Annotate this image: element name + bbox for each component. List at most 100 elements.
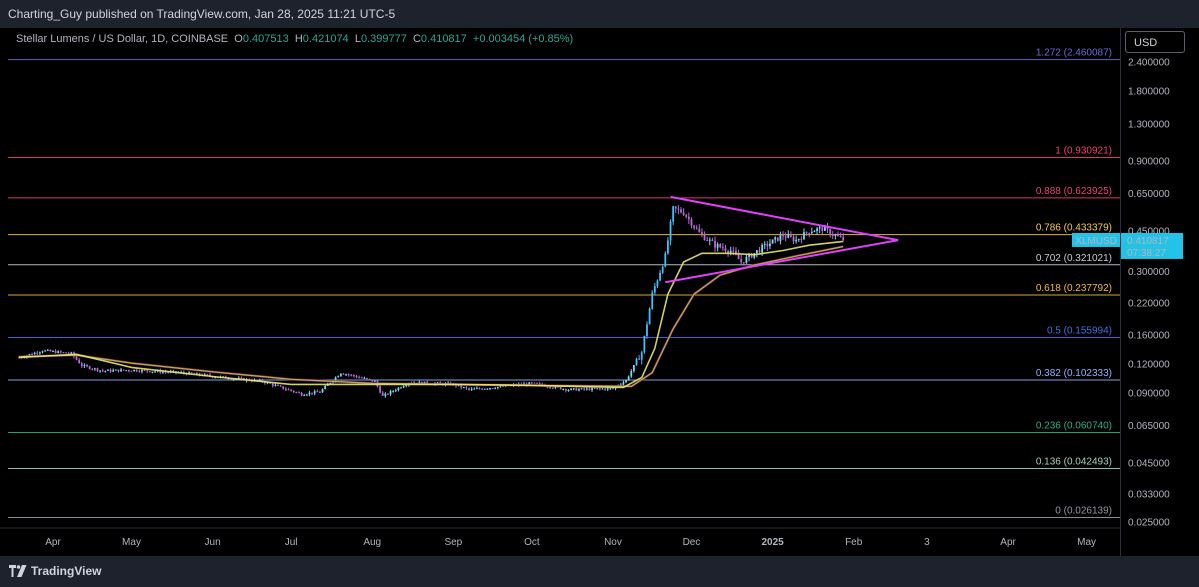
candle-body <box>706 239 709 241</box>
candle-body <box>337 376 340 378</box>
candle-body <box>80 363 83 367</box>
candle-body <box>120 369 122 372</box>
chart-panel[interactable]: 1.272 (2.460087) 1 (0.930921) 0.888 (0.623… <box>0 28 1199 556</box>
candle-body <box>345 374 347 376</box>
candle-body <box>549 386 552 388</box>
x-tick-label: Apr <box>1000 537 1016 548</box>
candle-body <box>502 385 504 387</box>
candle-body <box>476 388 478 390</box>
candle-body <box>729 250 732 253</box>
price-chart[interactable]: 1.272 (2.460087) 1 (0.930921) 0.888 (0.623… <box>0 28 1199 556</box>
candle-body <box>284 388 287 390</box>
moving-averages <box>18 240 844 389</box>
candle-body <box>389 391 392 395</box>
candle-body <box>143 369 146 371</box>
candle-body <box>59 351 62 353</box>
candle-body <box>122 369 125 371</box>
candle-body <box>44 350 47 352</box>
candle-body <box>230 378 232 380</box>
candle-body <box>138 371 141 373</box>
fib-label: 0.786 (0.433379) <box>1036 223 1112 234</box>
y-tick-label: 0.300000 <box>1128 267 1170 278</box>
candle-body <box>75 356 78 360</box>
candle-body <box>465 387 468 389</box>
fib-label: 0.888 (0.623925) <box>1036 186 1112 197</box>
close-value: 0.410817 <box>420 33 467 45</box>
x-tick-label: Oct <box>524 537 540 548</box>
x-tick-label: Jun <box>205 537 221 548</box>
currency-button[interactable]: USD <box>1125 31 1185 53</box>
price-tag-countdown: 07:38:27 <box>1127 248 1166 259</box>
triangle-edge <box>670 195 899 242</box>
candle-body <box>78 359 81 364</box>
candle-body <box>46 349 49 351</box>
candle-body <box>49 349 52 352</box>
candle-body <box>667 240 669 254</box>
candle-body <box>394 390 397 392</box>
fib-label: 0.382 (0.102333) <box>1036 368 1112 379</box>
x-tick-label: Nov <box>604 537 622 548</box>
candle-body <box>732 250 735 252</box>
y-tick-label: 1.300000 <box>1128 119 1170 130</box>
candle-body <box>575 388 578 391</box>
candle-body <box>384 393 387 396</box>
tradingview-logo-icon <box>9 565 27 577</box>
candle-body <box>196 373 198 375</box>
candle-body <box>117 369 120 372</box>
candle-body <box>489 388 491 390</box>
candle-body <box>460 384 463 388</box>
candle-body <box>279 385 282 387</box>
candle-body <box>758 250 761 253</box>
candle-body <box>601 388 604 390</box>
open-value: 0.407513 <box>242 33 289 45</box>
candle-body <box>795 239 798 242</box>
candle-body <box>737 254 740 260</box>
candle-body <box>721 247 724 249</box>
candle-body <box>588 388 591 391</box>
candle-body <box>562 388 565 390</box>
y-tick-label: 0.025000 <box>1128 518 1170 529</box>
candle-body <box>462 387 465 389</box>
fib-label: 1.272 (2.460087) <box>1036 48 1112 59</box>
candle-body <box>837 234 839 237</box>
candle-body <box>127 370 130 372</box>
candle-body <box>373 380 376 382</box>
candle-body <box>831 235 834 237</box>
fib-label: 0.618 (0.237792) <box>1036 283 1112 294</box>
candle-body <box>88 366 91 369</box>
candle-body <box>167 371 170 373</box>
candle-body <box>266 382 269 384</box>
candle-body <box>70 352 73 354</box>
candle-body <box>690 219 693 226</box>
candle-body <box>135 369 138 372</box>
fib-label: 0.236 (0.060740) <box>1036 421 1112 432</box>
candle-body <box>604 388 607 390</box>
candle-body <box>206 374 209 376</box>
candle-body <box>664 253 667 267</box>
y-tick-label: 0.220000 <box>1128 298 1170 309</box>
y-tick-label: 0.160000 <box>1128 330 1170 341</box>
y-tick-label: 0.045000 <box>1128 458 1170 469</box>
candle-body <box>400 387 402 389</box>
candle-body <box>763 243 766 245</box>
candle-body <box>625 380 627 383</box>
fib-label: 0.136 (0.042493) <box>1036 457 1112 468</box>
candle-body <box>776 237 779 241</box>
price-axis[interactable] <box>1120 28 1199 556</box>
candle-body <box>559 387 562 390</box>
candle-body <box>67 353 70 355</box>
x-tick-label: 2025 <box>761 537 784 548</box>
candle-body <box>677 208 680 210</box>
candle-body <box>274 384 277 386</box>
fibonacci-levels: 1.272 (2.460087) 1 (0.930921) 0.888 (0.623… <box>8 48 1120 519</box>
candle-body <box>640 352 643 360</box>
candle-body <box>711 239 714 241</box>
candle-body <box>716 244 719 248</box>
candle-body <box>818 227 821 229</box>
y-tick-label: 1.800000 <box>1128 87 1170 98</box>
footer-bar: TradingView <box>0 556 1199 587</box>
candle-body <box>606 388 609 390</box>
candle-body <box>363 377 366 379</box>
fast-ema-line <box>18 240 844 389</box>
